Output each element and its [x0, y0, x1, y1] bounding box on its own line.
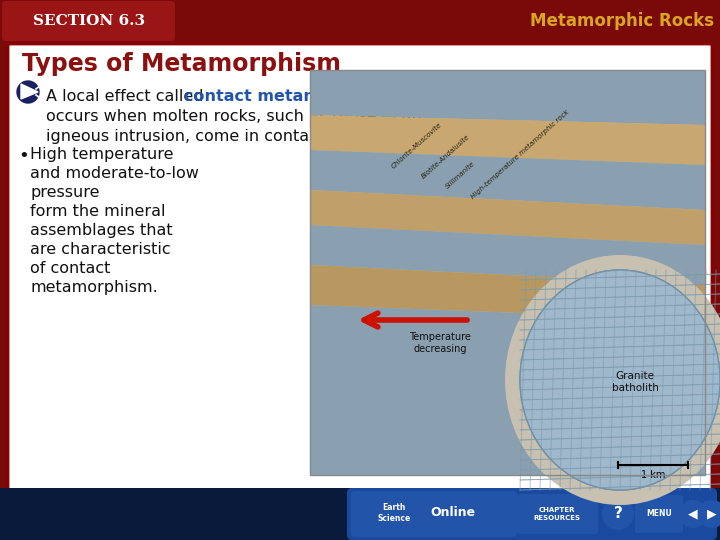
Text: metamorphism.: metamorphism. [30, 280, 158, 295]
Polygon shape [310, 265, 705, 320]
Polygon shape [310, 115, 705, 165]
Ellipse shape [520, 270, 720, 490]
Text: SECTION 6.3: SECTION 6.3 [33, 14, 145, 28]
Text: A local effect called: A local effect called [46, 89, 209, 104]
Polygon shape [310, 190, 705, 245]
Text: ▶: ▶ [707, 508, 717, 521]
Text: Sillimanite: Sillimanite [445, 161, 477, 190]
Text: assemblages that: assemblages that [30, 223, 173, 238]
Text: CHAPTER
RESOURCES: CHAPTER RESOURCES [534, 508, 580, 521]
FancyBboxPatch shape [347, 488, 717, 540]
FancyBboxPatch shape [8, 44, 712, 490]
Circle shape [679, 500, 707, 528]
Text: Metamorphic Rocks: Metamorphic Rocks [530, 12, 714, 30]
Polygon shape [21, 84, 38, 99]
Text: ?: ? [613, 507, 622, 522]
Bar [310, 70, 705, 475]
Circle shape [602, 498, 634, 530]
Text: pressure: pressure [30, 185, 99, 200]
Text: Chlorite-Muscovite: Chlorite-Muscovite [390, 122, 443, 170]
Polygon shape [310, 305, 705, 475]
Text: Temperature
decreasing: Temperature decreasing [409, 332, 471, 354]
Text: are characteristic: are characteristic [30, 242, 171, 257]
Text: MENU: MENU [646, 510, 672, 518]
Polygon shape [310, 225, 705, 285]
Text: form the mineral: form the mineral [30, 204, 166, 219]
Text: High temperature: High temperature [30, 147, 174, 162]
Polygon shape [310, 150, 705, 210]
FancyBboxPatch shape [2, 1, 175, 41]
Text: contact metamorphism: contact metamorphism [184, 89, 394, 104]
Polygon shape [310, 70, 705, 125]
Circle shape [698, 500, 720, 528]
Text: ◀: ◀ [688, 508, 698, 521]
Text: Types of Metamorphism: Types of Metamorphism [22, 52, 341, 76]
Circle shape [17, 81, 39, 103]
Text: and moderate-to-low: and moderate-to-low [30, 166, 199, 181]
Bar [310, 70, 705, 475]
Ellipse shape [520, 270, 720, 490]
Text: Earth
Science: Earth Science [377, 503, 410, 523]
Text: Biotite-Andalusite: Biotite-Andalusite [420, 134, 470, 180]
Text: Granite
batholith: Granite batholith [611, 371, 658, 393]
Text: Online: Online [430, 507, 475, 519]
Text: occurs when molten rocks, such as those in an: occurs when molten rocks, such as those … [46, 109, 422, 124]
Bar [0, 488, 720, 540]
Text: of contact: of contact [30, 261, 110, 276]
Text: High-temperature metamorphic rock: High-temperature metamorphic rock [470, 109, 570, 200]
FancyBboxPatch shape [635, 495, 683, 533]
Text: 1 km: 1 km [641, 470, 665, 480]
FancyBboxPatch shape [351, 491, 517, 537]
Bar [0, 0, 720, 40]
Text: •: • [18, 147, 29, 165]
Text: igneous intrusion, come in contact with solid rock.: igneous intrusion, come in contact with … [46, 129, 450, 144]
FancyBboxPatch shape [517, 494, 598, 534]
Ellipse shape [505, 255, 720, 505]
